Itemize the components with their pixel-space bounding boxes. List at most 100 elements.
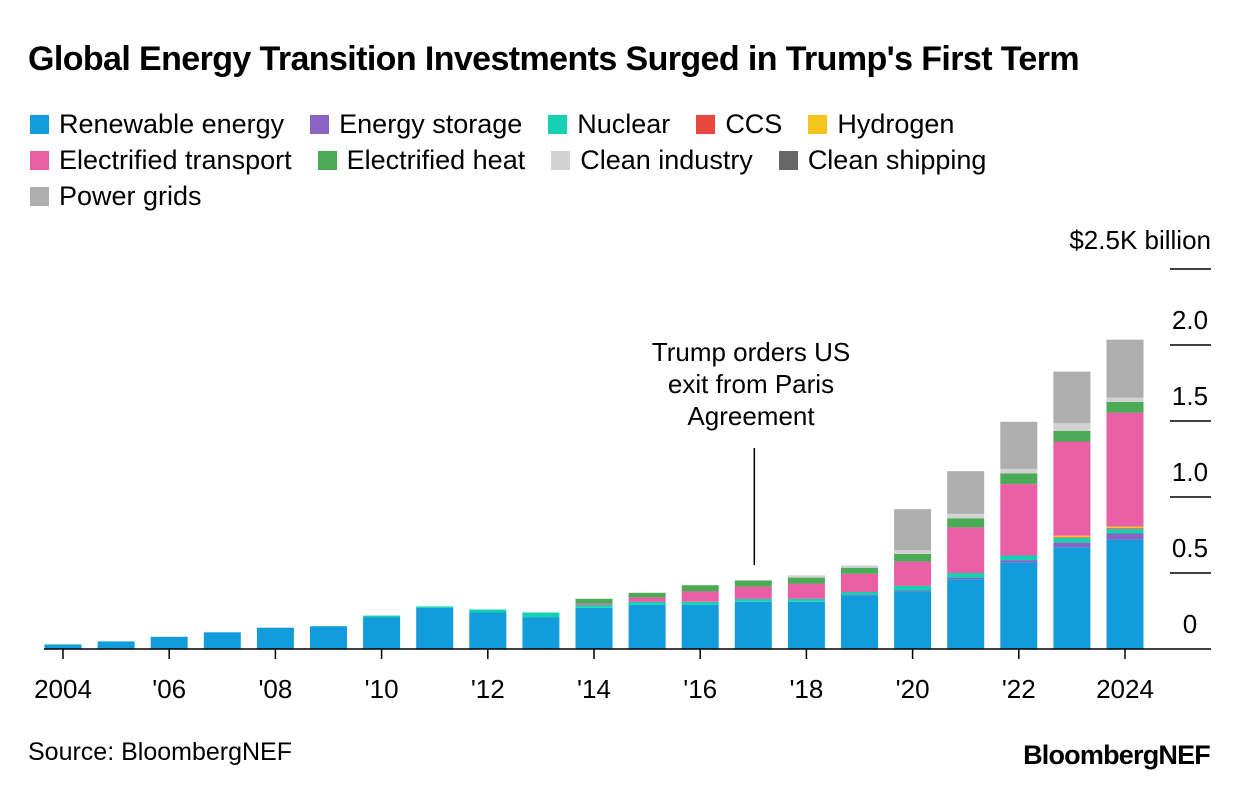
legend-row: Renewable energy Energy storage Nuclear CCS… [30, 106, 1210, 142]
bar-segment-2024-electrified-transport [1106, 412, 1144, 527]
bar-segment-2015-electrified-heat [628, 592, 666, 598]
bar-segment-2013-nuclear [522, 612, 560, 618]
bar-segment-2022-energy-storage [1000, 560, 1038, 563]
bar-segment-2016-renewable-energy [681, 604, 719, 649]
bar-segment-2019-electrified-transport [841, 573, 878, 592]
bar-segment-2024-energy-storage [1106, 533, 1144, 540]
legend-label: Nuclear [577, 108, 671, 139]
bar-segment-2012-nuclear [469, 609, 507, 613]
x-tick-label: 2024 [1096, 674, 1154, 704]
bar-segment-2020-renewable-energy [894, 591, 932, 649]
bar-segment-2019-clean-industry [841, 565, 878, 568]
x-tick-label: '14 [577, 674, 611, 704]
bar-segment-2024-power-grids [1106, 339, 1144, 398]
bar-segment-2021-power-grids [947, 471, 985, 514]
bar-segment-2016-electrified-transport [681, 591, 719, 602]
bar-segment-2008-renewable-energy [256, 627, 294, 649]
bar-segment-2019-electrified-heat [841, 567, 878, 574]
bar-segment-2022-renewable-energy [1000, 562, 1038, 649]
annotation-text: Agreement [687, 401, 815, 431]
legend-label: Electrified heat [346, 144, 526, 175]
legend-swatch [310, 114, 330, 134]
legend-item-clean-industry: Clean industry [551, 145, 753, 176]
bar-segment-2023-clean-industry [1053, 423, 1091, 431]
bar-segment-2014-electrified-transport [575, 603, 613, 605]
bar-segment-2005-renewable-energy [97, 641, 135, 649]
bar-segment-2020-energy-storage [894, 590, 932, 592]
bar-segment-2017-electrified-transport [734, 586, 772, 599]
bar-segment-2014-nuclear [575, 604, 613, 608]
bar-segment-2015-renewable-energy [628, 604, 666, 649]
bar-segment-2012-renewable-energy [469, 612, 507, 649]
bar-segment-2022-electrified-heat [1000, 473, 1038, 484]
legend-swatch [696, 114, 716, 134]
bar-segment-2017-clean-industry [734, 579, 772, 581]
bar-segment-2006-renewable-energy [150, 636, 188, 649]
legend-item-renewable-energy: Renewable energy [30, 109, 284, 140]
legend-row: Electrified transport Electrified heat Cle… [30, 142, 1210, 178]
bar-segment-2023-nuclear [1053, 538, 1091, 543]
legend-item-hydrogen: Hydrogen [808, 109, 954, 140]
bar-segment-2023-energy-storage [1053, 542, 1091, 548]
legend-item-ccs: CCS [696, 109, 782, 140]
bar-segment-2007-renewable-energy [203, 632, 241, 649]
x-tick-label: 2004 [34, 674, 92, 704]
y-tick-label: 0.5 [1172, 533, 1208, 563]
annotation-text: Trump orders US [652, 337, 850, 367]
bar-segment-2024-clean-industry [1106, 397, 1144, 402]
x-tick-label: '22 [1002, 674, 1036, 704]
legend-item-electrified-heat: Electrified heat [317, 144, 526, 176]
bar-segment-2019-renewable-energy [841, 595, 878, 649]
legend-row: Power grids [30, 178, 1210, 214]
bar-segment-2013-renewable-energy [522, 617, 560, 649]
legend-label: Power grids [59, 180, 202, 211]
x-tick-label: '10 [365, 674, 399, 704]
bar-segment-2023-hydrogen [1053, 535, 1091, 538]
legend-swatch [30, 186, 49, 206]
legend-swatch [30, 150, 49, 170]
bar-segment-2015-nuclear [628, 601, 666, 605]
bar-segment-2020-electrified-heat [894, 554, 932, 562]
bar-segment-2024-nuclear [1106, 528, 1144, 534]
legend-label: Electrified transport [59, 144, 292, 175]
y-tick-label: 2.0 [1172, 305, 1208, 335]
legend-item-clean-shipping: Clean shipping [778, 144, 987, 176]
source-note: Source: BloombergNEF [28, 738, 293, 766]
bar-segment-2023-electrified-transport [1053, 441, 1091, 536]
legend-item-power-grids: Power grids [30, 181, 202, 212]
bar-segment-2024-electrified-heat [1106, 402, 1144, 413]
bar-segment-2021-electrified-transport [947, 527, 985, 573]
legend-label: CCS [725, 108, 783, 139]
bar-segment-2021-energy-storage [947, 577, 985, 580]
x-tick-label: '16 [683, 674, 717, 704]
bar-segment-2016-nuclear [681, 601, 719, 605]
bar-segment-2011-renewable-energy [416, 608, 454, 649]
x-tick-label: '18 [789, 674, 823, 704]
bar-segment-2018-electrified-heat [787, 577, 825, 584]
bar-segment-2015-electrified-transport [628, 597, 666, 602]
bar-segment-2016-electrified-heat [681, 585, 719, 592]
bar-segment-2023-ccs [1053, 537, 1091, 539]
bar-segment-2019-energy-storage [841, 595, 878, 596]
bar-segment-2023-renewable-energy [1053, 547, 1091, 649]
legend-swatch [778, 150, 798, 170]
legend-label: Clean industry [580, 144, 753, 175]
legend-swatch [808, 114, 828, 134]
bar-segment-2021-electrified-heat [947, 518, 985, 528]
legend-label: Hydrogen [837, 108, 955, 139]
chart-legend: Renewable energy Energy storage Nuclear CCS… [30, 106, 1210, 214]
bar-segment-2020-nuclear [894, 585, 932, 591]
bar-segment-2020-electrified-transport [894, 561, 932, 586]
bar-segment-2017-renewable-energy [734, 601, 772, 649]
bar-segment-2018-clean-industry [787, 575, 825, 578]
brand-logo: BloombergNEF [1023, 740, 1211, 770]
bar-segment-2019-nuclear [841, 592, 878, 595]
legend-label: Clean shipping [807, 144, 987, 175]
y-tick-label: 1.0 [1172, 457, 1208, 487]
bar-segment-2014-electrified-heat [575, 598, 613, 604]
bar-segment-2009-renewable-energy [310, 626, 347, 649]
chart-title: Global Energy Transition Investments Sur… [28, 40, 1080, 78]
bar-segment-2021-clean-industry [947, 513, 985, 519]
bar-segment-2024-renewable-energy [1106, 539, 1144, 649]
